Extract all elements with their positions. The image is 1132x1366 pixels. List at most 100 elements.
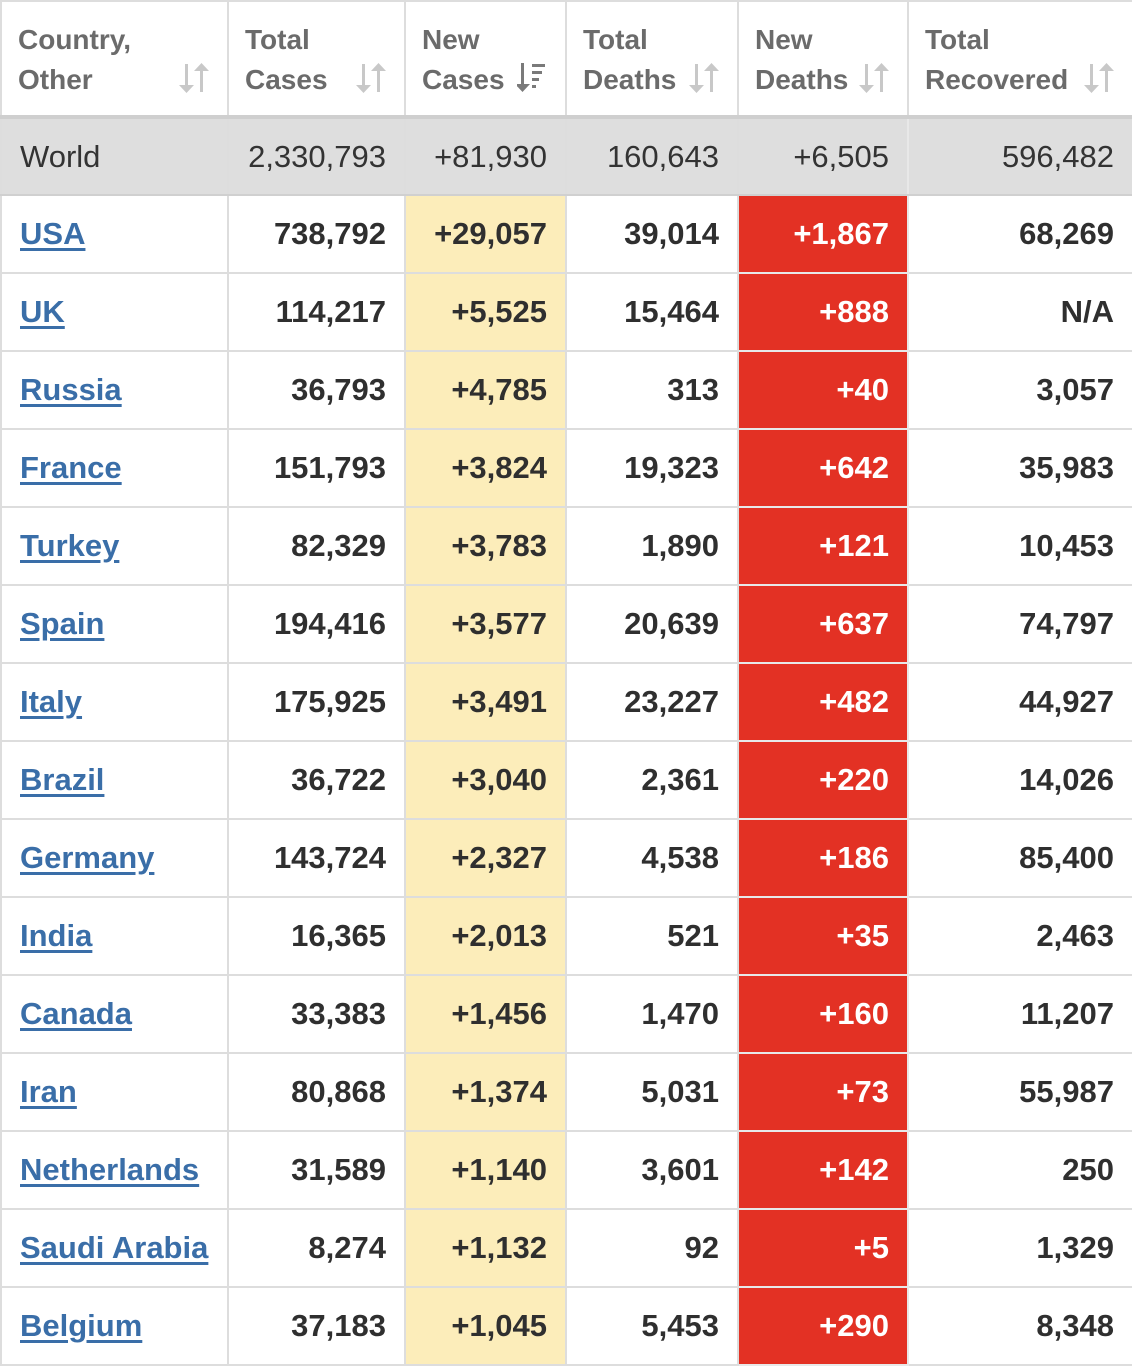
table-row: Belgium 37,183 +1,045 5,453 +290 8,348	[0, 1286, 1132, 1366]
header-label-line1: New	[422, 24, 480, 55]
new-deaths-cell: +220	[737, 740, 909, 820]
country-link[interactable]: Spain	[20, 606, 105, 641]
total-deaths-cell: 4,538	[565, 818, 739, 898]
total-recovered-cell: 250	[907, 1130, 1132, 1210]
total-cases-cell: 8,274	[227, 1208, 406, 1288]
total-deaths-cell: 5,031	[565, 1052, 739, 1132]
table-row: Russia 36,793 +4,785 313 +40 3,057	[0, 350, 1132, 430]
sort-desc-active-icon[interactable]	[517, 60, 547, 96]
country-cell: Iran	[0, 1052, 229, 1132]
country-link[interactable]: India	[20, 918, 93, 953]
country-cell: Netherlands	[0, 1130, 229, 1210]
country-cell: Russia	[0, 350, 229, 430]
header-total-deaths[interactable]: Total Deaths	[565, 0, 739, 119]
country-link[interactable]: Belgium	[20, 1308, 143, 1343]
total-cases-cell: 114,217	[227, 272, 406, 352]
total-deaths-cell: 39,014	[565, 194, 739, 274]
header-total-recovered[interactable]: Total Recovered	[907, 0, 1132, 119]
new-cases-cell: +5,525	[404, 272, 567, 352]
header-label-line2: Cases	[422, 64, 505, 95]
sort-updown-icon[interactable]	[1084, 60, 1114, 96]
table-row: India 16,365 +2,013 521 +35 2,463	[0, 896, 1132, 976]
header-label-line1: Total	[245, 24, 310, 55]
table-row: Brazil 36,722 +3,040 2,361 +220 14,026	[0, 740, 1132, 820]
new-cases-cell: +3,491	[404, 662, 567, 742]
total-cases-cell: 175,925	[227, 662, 406, 742]
header-label-line2: Deaths	[755, 64, 849, 95]
header-new-cases[interactable]: New Cases	[404, 0, 567, 119]
world-new-deaths-cell: +6,505	[737, 116, 909, 196]
total-cases-cell: 82,329	[227, 506, 406, 586]
total-recovered-cell: 10,453	[907, 506, 1132, 586]
country-cell: Belgium	[0, 1286, 229, 1366]
sort-updown-icon[interactable]	[179, 60, 209, 96]
header-label-line2: Cases	[245, 64, 328, 95]
total-cases-cell: 16,365	[227, 896, 406, 976]
new-cases-cell: +1,456	[404, 974, 567, 1054]
new-deaths-cell: +121	[737, 506, 909, 586]
country-cell: France	[0, 428, 229, 508]
country-link[interactable]: Saudi Arabia	[20, 1230, 209, 1265]
total-cases-cell: 143,724	[227, 818, 406, 898]
country-link[interactable]: Russia	[20, 372, 122, 407]
total-recovered-cell: 2,463	[907, 896, 1132, 976]
world-total-cases-cell: 2,330,793	[227, 116, 406, 196]
country-link[interactable]: Turkey	[20, 528, 120, 563]
header-label-line1: New	[755, 24, 813, 55]
table-row: Canada 33,383 +1,456 1,470 +160 11,207	[0, 974, 1132, 1054]
new-cases-cell: +2,327	[404, 818, 567, 898]
new-deaths-cell: +482	[737, 662, 909, 742]
new-cases-cell: +4,785	[404, 350, 567, 430]
new-deaths-cell: +73	[737, 1052, 909, 1132]
total-deaths-cell: 92	[565, 1208, 739, 1288]
total-recovered-cell: 55,987	[907, 1052, 1132, 1132]
total-cases-cell: 151,793	[227, 428, 406, 508]
header-label-line1: Total	[925, 24, 990, 55]
total-cases-cell: 33,383	[227, 974, 406, 1054]
header-country-other[interactable]: Country, Other	[0, 0, 229, 119]
table-row: Iran 80,868 +1,374 5,031 +73 55,987	[0, 1052, 1132, 1132]
world-total-recovered-cell: 596,482	[907, 116, 1132, 196]
total-cases-cell: 36,722	[227, 740, 406, 820]
country-cell: Italy	[0, 662, 229, 742]
country-cell: Canada	[0, 974, 229, 1054]
sort-updown-icon[interactable]	[689, 60, 719, 96]
new-deaths-cell: +35	[737, 896, 909, 976]
country-link[interactable]: Netherlands	[20, 1152, 200, 1187]
header-label-line2: Recovered	[925, 64, 1069, 95]
total-deaths-cell: 313	[565, 350, 739, 430]
header-total-cases[interactable]: Total Cases	[227, 0, 406, 119]
table-row: Germany 143,724 +2,327 4,538 +186 85,400	[0, 818, 1132, 898]
total-deaths-cell: 5,453	[565, 1286, 739, 1366]
new-cases-cell: +3,040	[404, 740, 567, 820]
new-cases-cell: +3,824	[404, 428, 567, 508]
country-link[interactable]: USA	[20, 216, 86, 251]
total-deaths-cell: 15,464	[565, 272, 739, 352]
country-link[interactable]: UK	[20, 294, 65, 329]
total-recovered-cell: 35,983	[907, 428, 1132, 508]
total-recovered-cell: 85,400	[907, 818, 1132, 898]
sort-updown-icon[interactable]	[859, 60, 889, 96]
country-link[interactable]: Germany	[20, 840, 155, 875]
total-recovered-cell: 74,797	[907, 584, 1132, 664]
country-link[interactable]: Canada	[20, 996, 132, 1031]
new-deaths-cell: +40	[737, 350, 909, 430]
new-deaths-cell: +888	[737, 272, 909, 352]
country-link[interactable]: Iran	[20, 1074, 77, 1109]
total-recovered-cell: 8,348	[907, 1286, 1132, 1366]
country-link[interactable]: Italy	[20, 684, 83, 719]
country-link[interactable]: France	[20, 450, 122, 485]
new-cases-cell: +2,013	[404, 896, 567, 976]
new-cases-cell: +3,577	[404, 584, 567, 664]
country-cell: Saudi Arabia	[0, 1208, 229, 1288]
total-cases-cell: 738,792	[227, 194, 406, 274]
country-link[interactable]: Brazil	[20, 762, 105, 797]
total-cases-cell: 31,589	[227, 1130, 406, 1210]
header-label-line1: Total	[583, 24, 648, 55]
total-deaths-cell: 2,361	[565, 740, 739, 820]
country-cell: Spain	[0, 584, 229, 664]
sort-updown-icon[interactable]	[356, 60, 386, 96]
world-new-cases-cell: +81,930	[404, 116, 567, 196]
header-new-deaths[interactable]: New Deaths	[737, 0, 909, 119]
new-cases-cell: +3,783	[404, 506, 567, 586]
